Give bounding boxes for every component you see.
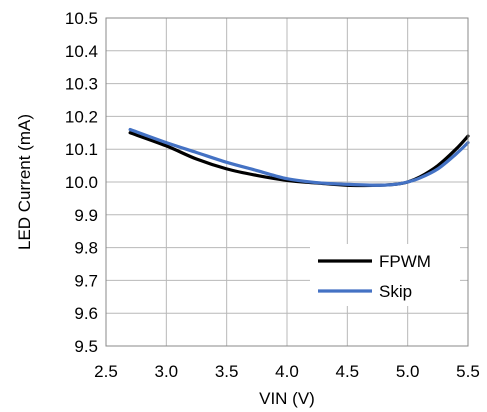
series-line-skip bbox=[128, 127, 470, 187]
x-tick-label: 3.0 bbox=[155, 362, 179, 381]
x-tick-label: 2.5 bbox=[94, 362, 118, 381]
x-tick-label: 5.0 bbox=[396, 362, 420, 381]
plot-frame bbox=[105, 17, 469, 347]
x-tick-label: 3.5 bbox=[215, 362, 239, 381]
series-layer bbox=[128, 127, 470, 188]
x-axis-label: VIN (V) bbox=[259, 389, 315, 408]
y-tick-label: 10.1 bbox=[65, 140, 98, 159]
x-tick-label: 4.5 bbox=[336, 362, 360, 381]
x-tick-label: 4.0 bbox=[275, 362, 299, 381]
y-tick-label: 9.5 bbox=[74, 337, 98, 356]
legend: FPWM Skip bbox=[310, 244, 460, 306]
legend-background bbox=[310, 244, 460, 306]
y-axis-label: LED Current (mA) bbox=[15, 114, 34, 250]
y-tick-label: 9.6 bbox=[74, 304, 98, 323]
y-tick-label: 9.7 bbox=[74, 271, 98, 290]
y-tick-label: 10.0 bbox=[65, 173, 98, 192]
tick-labels: 2.5 3.0 3.5 4.0 4.5 5.0 5.5 9.5 9.6 9.7 9.8 9.9 10.0… bbox=[65, 9, 480, 381]
y-tick-label: 9.8 bbox=[74, 239, 98, 258]
y-tick-label: 10.3 bbox=[65, 75, 98, 94]
y-tick-label: 9.9 bbox=[74, 206, 98, 225]
x-tick-label: 5.5 bbox=[456, 362, 480, 381]
y-tick-label: 10.2 bbox=[65, 107, 98, 126]
legend-label-skip: Skip bbox=[379, 282, 412, 301]
legend-label-fpwm: FPWM bbox=[379, 252, 431, 271]
y-tick-label: 10.5 bbox=[65, 9, 98, 28]
y-tick-label: 10.4 bbox=[65, 42, 98, 61]
